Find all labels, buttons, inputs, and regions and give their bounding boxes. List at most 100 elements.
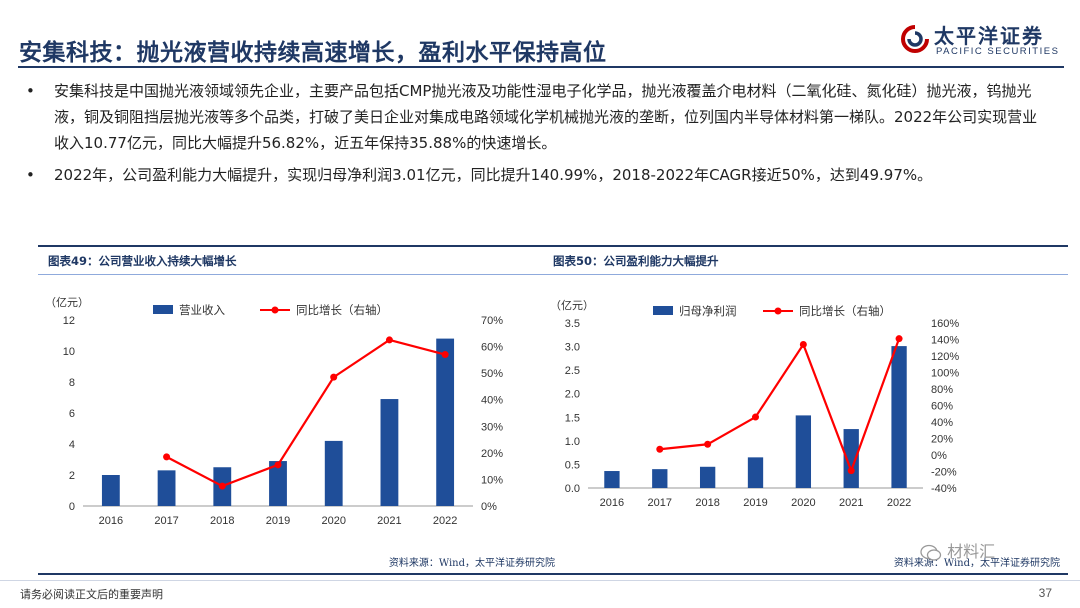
y-tick-label: 1.5 <box>565 412 580 424</box>
growth-line <box>659 338 901 474</box>
x-tick-label: 2020 <box>321 515 345 527</box>
y-tick-label: 1.0 <box>565 436 580 448</box>
x-tick-label: 2019 <box>266 515 290 527</box>
x-tick-label: 2017 <box>154 515 178 527</box>
y-tick-label: 0.0 <box>565 483 580 495</box>
bullet-list: • 安集科技是中国抛光液领域领先企业，主要产品包括CMP抛光液及功能性湿电子化学… <box>26 78 1046 194</box>
bullet-item: • 安集科技是中国抛光液领域领先企业，主要产品包括CMP抛光液及功能性湿电子化学… <box>26 78 1046 156</box>
line-point <box>163 453 171 461</box>
logo-text-cn: 太平洋证券 <box>934 24 1044 48</box>
bullet-text: 2022年，公司盈利能力大幅提升，实现归母净利润3.01亿元，同比提升140.9… <box>54 166 933 184</box>
bullet-item: • 2022年，公司盈利能力大幅提升，实现归母净利润3.01亿元，同比提升140… <box>26 162 1046 188</box>
y-tick-label: 12 <box>63 315 75 327</box>
bar <box>795 415 812 488</box>
x-tick-label: 2021 <box>839 497 863 509</box>
y-tick-label: 4 <box>69 439 75 451</box>
line-point <box>847 467 855 475</box>
logo-emblem-icon <box>901 25 929 53</box>
x-tick-label: 2022 <box>433 515 457 527</box>
y2-tick-label: 160% <box>931 318 959 330</box>
chart-panel-profit: 图表50：公司盈利能力大幅提升 归母净利润 同比增长（右轴） （亿元） 0.0 0.5 1… <box>543 245 1068 575</box>
y2-tick-label: 120% <box>931 351 959 363</box>
y2-tick-label: 70% <box>481 315 503 327</box>
line-point <box>385 336 393 344</box>
x-tick-label: 2020 <box>791 497 815 509</box>
legend-bar-swatch <box>653 306 673 315</box>
bar <box>101 475 120 506</box>
bar <box>747 457 764 488</box>
chart-panel-revenue: 图表49：公司营业收入持续大幅增长 营业收入 同比增长（右轴） （亿元） 0 2 4 6 8 1… <box>38 245 563 575</box>
y-tick-label: 2 <box>69 470 75 482</box>
y2-tick-label: 40% <box>931 417 953 429</box>
chart-source: 资料来源：Wind，太平洋证券研究院 <box>388 558 555 569</box>
y2-tick-label: 40% <box>481 395 503 407</box>
line-point <box>330 373 338 381</box>
bar <box>652 469 668 488</box>
bar <box>699 466 716 488</box>
line-point <box>895 335 903 343</box>
watermark-text: 材料汇 <box>947 542 996 561</box>
line-point <box>799 340 807 348</box>
y2-tick-label: 0% <box>481 501 497 513</box>
chart-caption: 图表50：公司盈利能力大幅提升 <box>553 254 719 268</box>
y2-tick-label: 0% <box>931 450 947 462</box>
chart-top-rule <box>543 245 1068 247</box>
axis-unit-label: （亿元） <box>45 296 89 309</box>
bar <box>604 471 620 488</box>
y2-tick-label: 60% <box>481 342 503 354</box>
page-number: 37 <box>1038 586 1052 600</box>
line-point <box>218 482 226 490</box>
y-tick-label: 0 <box>69 501 75 513</box>
y-tick-label: 8 <box>69 377 75 389</box>
revenue-chart: 营业收入 同比增长（右轴） （亿元） 0 2 4 6 8 10 12 0% 10% 20% 30% 40% 5… <box>45 296 503 527</box>
legend-label: 同比增长（右轴） <box>799 304 891 318</box>
bullet-text: 安集科技是中国抛光液领域领先企业，主要产品包括CMP抛光液及功能性湿电子化学品，… <box>54 82 1038 152</box>
bar <box>891 346 907 488</box>
footer-disclaimer: 请务必阅读正文后的重要声明 <box>20 588 163 601</box>
chart-caption-rule <box>543 274 1068 275</box>
logo-text-en: PACIFIC SECURITIES <box>936 46 1060 57</box>
brand-logo: 太平洋证券 PACIFIC SECURITIES <box>900 18 1070 62</box>
axis-unit-label: （亿元） <box>550 299 594 312</box>
line-point <box>441 351 449 359</box>
y2-tick-label: 30% <box>481 421 503 433</box>
y2-tick-label: -20% <box>931 467 957 479</box>
x-tick-label: 2016 <box>600 497 624 509</box>
chart-bottom-rule <box>543 573 1068 575</box>
y2-tick-label: 60% <box>931 401 953 413</box>
bar <box>436 338 455 506</box>
y2-tick-label: 20% <box>931 434 953 446</box>
x-tick-label: 2018 <box>210 515 234 527</box>
x-tick-label: 2021 <box>377 515 401 527</box>
line-point <box>752 413 759 421</box>
y-tick-label: 10 <box>63 346 75 358</box>
bar <box>843 429 859 488</box>
legend-marker <box>774 307 782 315</box>
legend-bar-swatch <box>153 305 173 314</box>
y2-tick-label: 20% <box>481 448 503 460</box>
chart-top-rule <box>38 245 563 247</box>
y-tick-label: 0.5 <box>565 459 580 471</box>
y-tick-label: 3.0 <box>565 342 580 354</box>
y-tick-label: 6 <box>69 408 75 420</box>
y2-tick-label: 140% <box>931 335 959 347</box>
y2-tick-label: -40% <box>931 483 957 495</box>
legend-label: 归母净利润 <box>679 304 737 318</box>
bar <box>324 440 343 506</box>
chart-caption-rule <box>38 274 563 275</box>
bar <box>380 399 399 506</box>
y-tick-label: 2.0 <box>565 389 580 401</box>
growth-line <box>166 338 446 488</box>
profit-chart: 归母净利润 同比增长（右轴） （亿元） 0.0 0.5 1.0 1.5 2.0 2.5 3.0 3.… <box>550 299 959 509</box>
bar <box>157 470 176 506</box>
chart-caption: 图表49：公司营业收入持续大幅增长 <box>48 254 237 268</box>
y2-tick-label: 10% <box>481 474 503 486</box>
x-tick-label: 2018 <box>695 497 719 509</box>
bullet-marker: • <box>26 166 35 184</box>
legend-label: 营业收入 <box>179 303 225 317</box>
bullet-marker: • <box>26 82 35 100</box>
x-tick-label: 2016 <box>99 515 123 527</box>
line-point <box>704 440 712 448</box>
x-tick-label: 2019 <box>743 497 767 509</box>
chart-bottom-rule <box>38 573 563 575</box>
